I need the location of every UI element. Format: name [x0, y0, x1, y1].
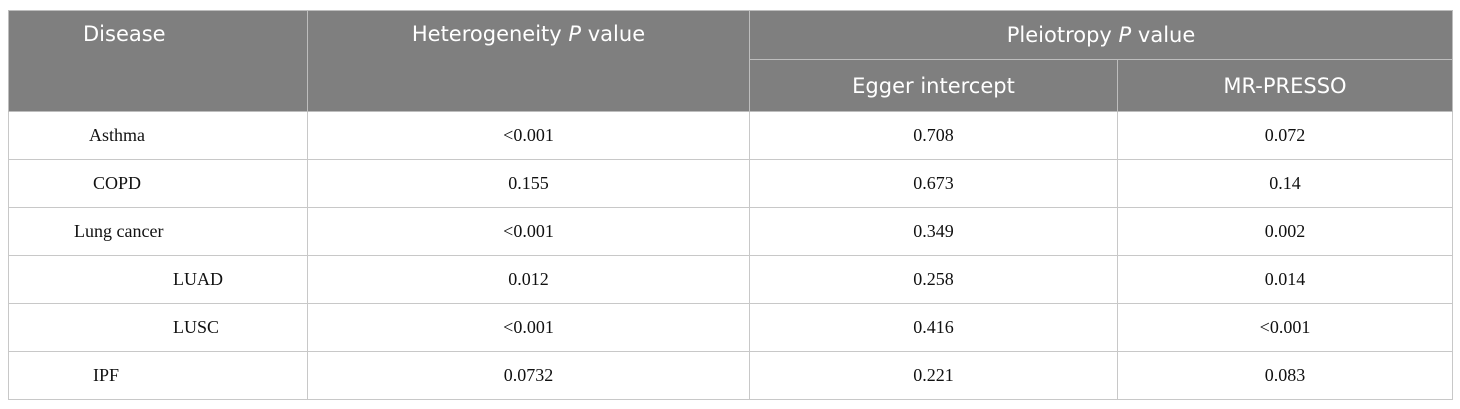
- table-row: LUAD 0.012 0.258 0.014: [8, 255, 1454, 304]
- cell-heterogeneity: <0.001: [307, 111, 750, 160]
- header-row-1: Disease Heterogeneity P value Pleiotropy…: [8, 10, 1454, 112]
- header-heterogeneity-prefix: Heterogeneity: [411, 22, 569, 46]
- cell-heterogeneity: 0.0732: [307, 351, 750, 400]
- cell-disease: COPD: [8, 159, 308, 208]
- cell-disease: LUSC: [8, 303, 308, 352]
- cell-disease: Asthma: [8, 111, 308, 160]
- header-heterogeneity-p: P: [568, 22, 582, 46]
- table-row: IPF 0.0732 0.221 0.083: [8, 351, 1454, 400]
- header-egger: Egger intercept: [749, 59, 1118, 112]
- header-heterogeneity: Heterogeneity P value: [307, 10, 750, 112]
- header-pleiotropy-prefix: Pleiotropy: [1006, 23, 1119, 47]
- cell-disease: Lung cancer: [8, 207, 308, 256]
- cell-egger: 0.221: [749, 351, 1118, 400]
- cell-mrpresso: 0.072: [1116, 111, 1454, 160]
- results-table: Disease Heterogeneity P value Pleiotropy…: [8, 10, 1454, 400]
- table-row: Asthma <0.001 0.708 0.072: [8, 111, 1454, 160]
- header-heterogeneity-suffix: value: [581, 22, 646, 46]
- header-pleiotropy-p: P: [1118, 23, 1132, 47]
- header-pleiotropy: Pleiotropy P value: [748, 10, 1454, 60]
- cell-egger: 0.258: [749, 255, 1118, 304]
- header-mrpresso: MR-PRESSO: [1116, 59, 1454, 112]
- cell-egger: 0.416: [749, 303, 1118, 352]
- cell-heterogeneity: 0.012: [307, 255, 750, 304]
- cell-disease: LUAD: [8, 255, 308, 304]
- cell-egger: 0.708: [749, 111, 1118, 160]
- table-header: Disease Heterogeneity P value Pleiotropy…: [8, 10, 1454, 112]
- header-disease: Disease: [8, 10, 308, 112]
- table-row: Lung cancer <0.001 0.349 0.002: [8, 207, 1454, 256]
- cell-heterogeneity: <0.001: [307, 207, 750, 256]
- table-body: Asthma <0.001 0.708 0.072 COPD 0.155 0.6…: [8, 111, 1454, 400]
- cell-mrpresso: 0.002: [1116, 207, 1454, 256]
- cell-heterogeneity: 0.155: [307, 159, 750, 208]
- header-pleiotropy-suffix: value: [1131, 23, 1196, 47]
- cell-egger: 0.349: [749, 207, 1118, 256]
- cell-disease: IPF: [8, 351, 308, 400]
- cell-mrpresso: 0.083: [1116, 351, 1454, 400]
- cell-heterogeneity: <0.001: [307, 303, 750, 352]
- cell-mrpresso: <0.001: [1116, 303, 1454, 352]
- table-row: COPD 0.155 0.673 0.14: [8, 159, 1454, 208]
- cell-mrpresso: 0.014: [1116, 255, 1454, 304]
- header-row-2: Egger intercept MR-PRESSO: [9, 59, 1454, 112]
- cell-egger: 0.673: [749, 159, 1118, 208]
- cell-mrpresso: 0.14: [1116, 159, 1454, 208]
- table-row: LUSC <0.001 0.416 <0.001: [8, 303, 1454, 352]
